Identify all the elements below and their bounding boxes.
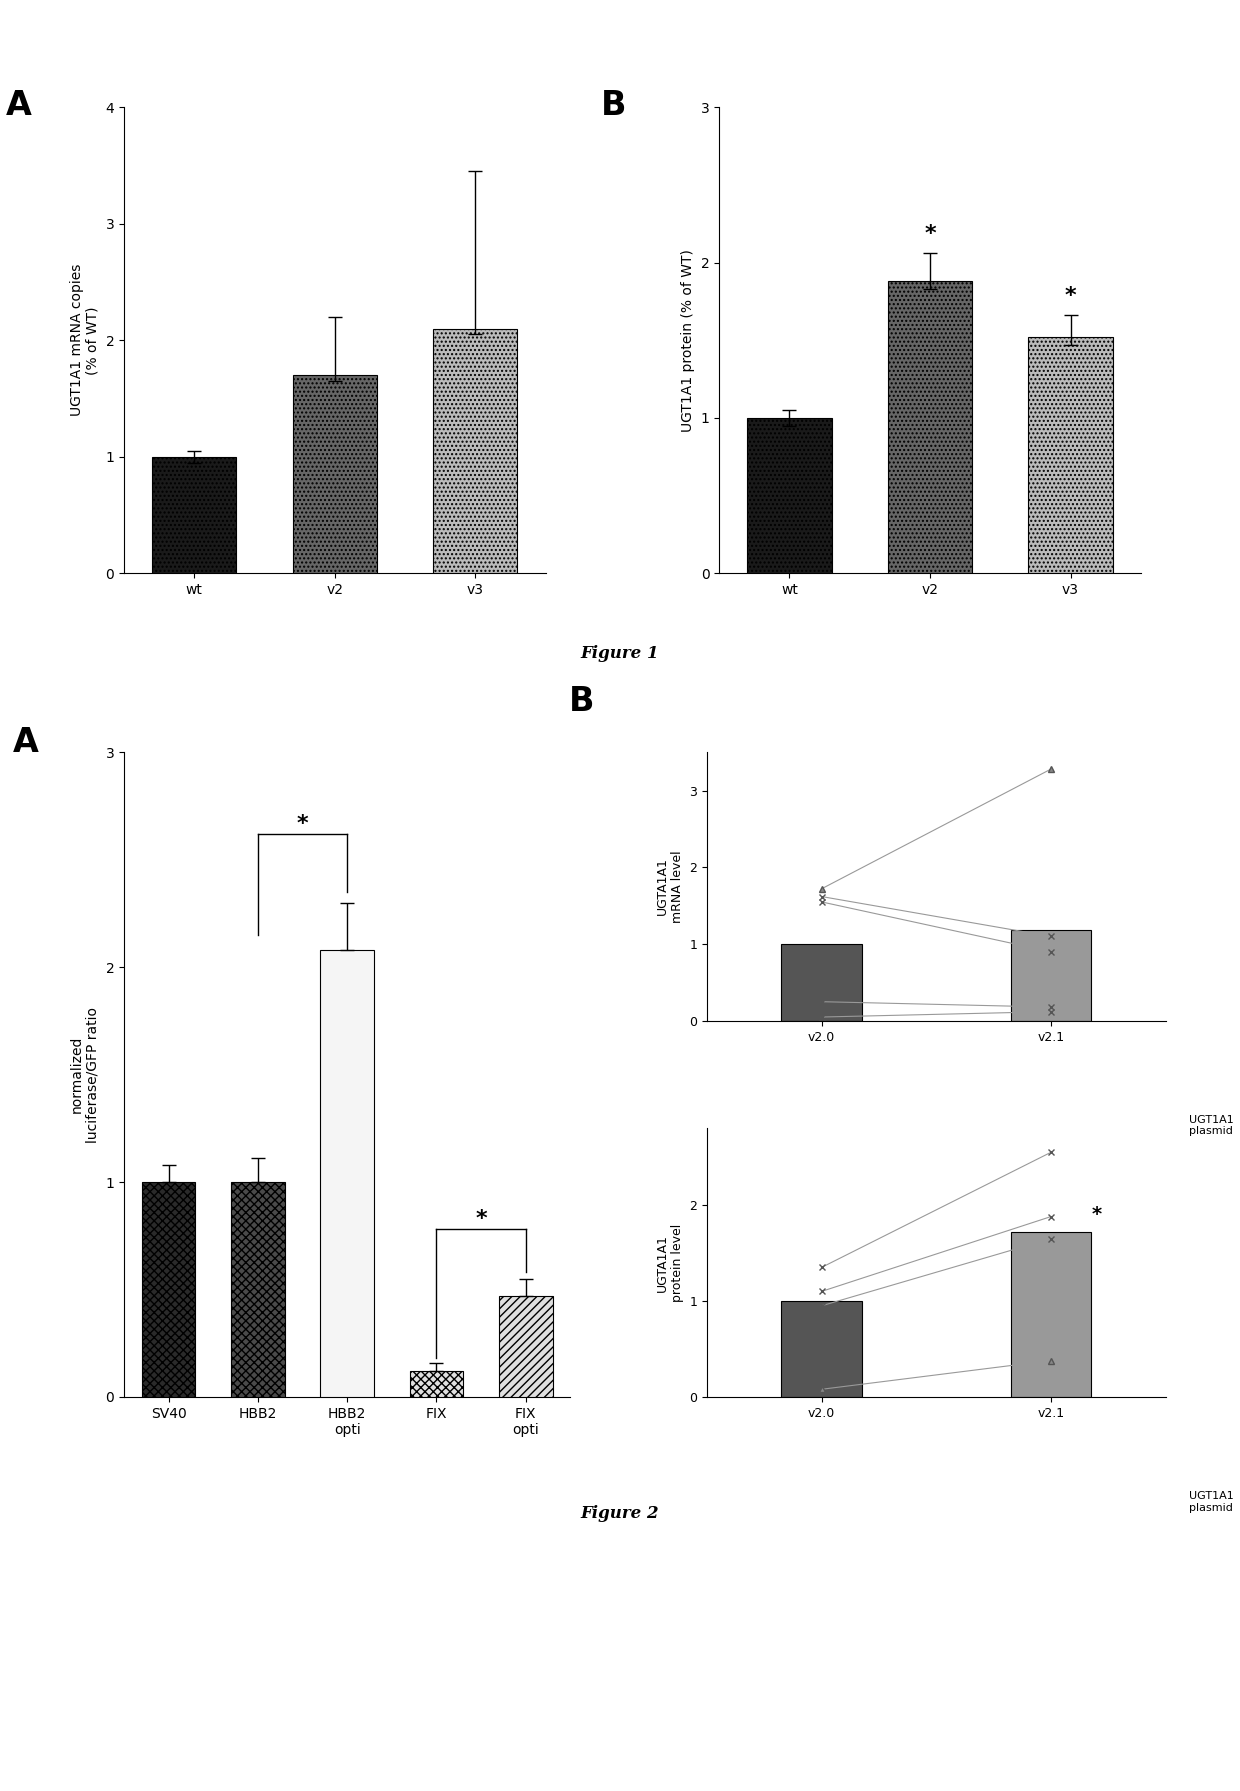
- Bar: [498, 1297, 553, 1397]
- Y-axis label: normalized
luciferase/GFP ratio: normalized luciferase/GFP ratio: [69, 1007, 100, 1143]
- Bar: [781, 944, 862, 1021]
- Bar: [320, 949, 374, 1397]
- Text: A: A: [12, 727, 38, 759]
- Bar: [748, 417, 832, 573]
- Bar: [1011, 1232, 1091, 1397]
- Bar: [781, 1300, 862, 1397]
- Text: B: B: [601, 90, 626, 122]
- Text: *: *: [924, 224, 936, 244]
- Text: UGT1A1
plasmid: UGT1A1 plasmid: [1188, 1490, 1234, 1513]
- Bar: [433, 328, 517, 573]
- Text: *: *: [475, 1209, 487, 1229]
- Bar: [153, 457, 237, 573]
- Y-axis label: UGTA1A1
protein level: UGTA1A1 protein level: [656, 1223, 683, 1302]
- Y-axis label: UGT1A1 mRNA copies
(% of WT): UGT1A1 mRNA copies (% of WT): [69, 263, 100, 417]
- Bar: [231, 1182, 285, 1397]
- Text: Figure 2: Figure 2: [580, 1504, 660, 1522]
- Bar: [1028, 337, 1112, 573]
- Text: A: A: [6, 90, 32, 122]
- Bar: [409, 1372, 464, 1397]
- Text: B: B: [569, 684, 595, 718]
- Text: UGT1A1
plasmid: UGT1A1 plasmid: [1188, 1114, 1234, 1137]
- Text: *: *: [1091, 1205, 1102, 1225]
- Y-axis label: UGTA1A1
mRNA level: UGTA1A1 mRNA level: [656, 851, 683, 922]
- Text: *: *: [296, 813, 309, 833]
- Bar: [293, 374, 377, 573]
- Bar: [141, 1182, 196, 1397]
- Y-axis label: UGT1A1 protein (% of WT): UGT1A1 protein (% of WT): [681, 249, 696, 432]
- Text: Figure 1: Figure 1: [580, 645, 660, 663]
- Text: *: *: [1065, 287, 1076, 306]
- Bar: [1011, 930, 1091, 1021]
- Bar: [888, 281, 972, 573]
